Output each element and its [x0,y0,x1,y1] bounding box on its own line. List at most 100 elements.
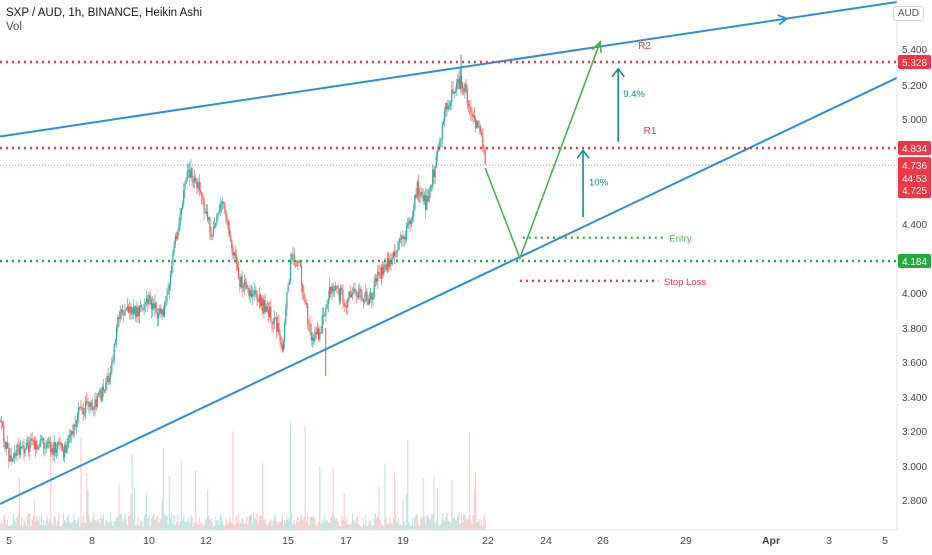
volume-bar [174,525,176,530]
candle-body [469,106,471,108]
candle-body [284,323,286,342]
volume-bar [26,515,29,530]
volume-bar [212,526,214,530]
volume-bar [333,515,336,530]
volume-bar [139,519,142,530]
candle-body [119,311,121,319]
x-tick-label: 5 [882,535,888,547]
candle-body [88,402,90,407]
volume-bar [381,524,384,530]
volume-bar [58,513,60,530]
candle-body [441,124,443,140]
volume-bar [447,520,449,530]
candle-body [347,298,349,308]
y-tick-label: 5.400 [902,45,927,56]
volume-bar [411,517,414,530]
volume-bar [446,513,448,530]
candle-body [476,120,478,129]
volume-bar [445,516,447,530]
candle-body [124,310,126,316]
candle-body [202,196,204,201]
volume-bar [23,519,25,530]
volume-bar [35,521,37,530]
volume-bar [230,521,232,530]
candle-body [377,271,379,282]
candle-body [386,257,388,270]
volume-label: Vol [6,21,22,33]
volume-bar [386,523,388,530]
volume-bar [59,526,61,530]
candle-body [258,294,260,302]
volume-bar [148,515,150,530]
x-tick-label: 8 [89,535,95,547]
volume-bar [417,523,420,530]
volume-bar [369,521,372,530]
candle-body [315,331,317,335]
candle-body [369,293,372,299]
volume-bar [249,514,251,530]
currency-button[interactable]: AUD [892,6,924,21]
candle-body [61,443,63,450]
volume-bar [93,513,95,530]
volume-bar [372,525,374,530]
candle-body [39,440,41,447]
candle-body [424,194,427,210]
candle-body [255,290,257,294]
candle-body [381,267,384,275]
volume-bar [387,524,390,530]
candle-body [416,181,418,198]
volume-bar [192,526,194,530]
candle-body [419,195,421,197]
volume-bar [137,516,139,530]
candle-body [165,302,167,304]
candle-body [201,191,203,197]
candle-body [132,307,134,314]
candle-body [240,276,242,288]
volume-bar [100,515,102,530]
volume-bar [184,522,186,530]
candle-body [251,294,254,297]
volume-bar [46,517,48,530]
volume-bar [256,513,258,530]
candle-body [413,209,415,217]
volume-bar [464,514,466,530]
volume-bar [288,518,290,530]
candle-body [292,254,294,256]
volume-bar [75,523,77,530]
volume-bar [455,520,458,530]
volume-bar [354,522,356,530]
candle-body [249,290,251,297]
volume-bar [88,515,90,530]
candle-body [224,204,226,212]
volume-bar [127,516,130,530]
volume-bar [66,517,68,530]
candle-body [94,399,96,409]
y-tick-label: 4.000 [902,289,927,300]
candle-body [192,181,194,183]
volume-bar [289,421,292,530]
volume-bar [215,515,217,530]
volume-bar [430,515,433,530]
volume-bar [426,515,428,530]
x-tick-label: 12 [200,535,212,547]
volume-bar [270,519,272,530]
volume-bar [356,515,359,530]
volume-bar [438,525,440,530]
candle-body [320,332,322,334]
volume-bar [436,488,439,530]
volume-bar [4,515,6,530]
candle-body [326,304,328,309]
candle-body [102,386,105,391]
volume-bar [383,526,385,530]
volume-bar [121,521,124,530]
volume-bar [61,524,63,530]
volume-bar [45,521,47,530]
candle-body [314,331,316,342]
volume-bar [38,515,40,530]
volume-bar [451,480,453,530]
candle-body [21,446,23,448]
volume-bar [247,524,249,530]
candle-body [221,202,224,204]
